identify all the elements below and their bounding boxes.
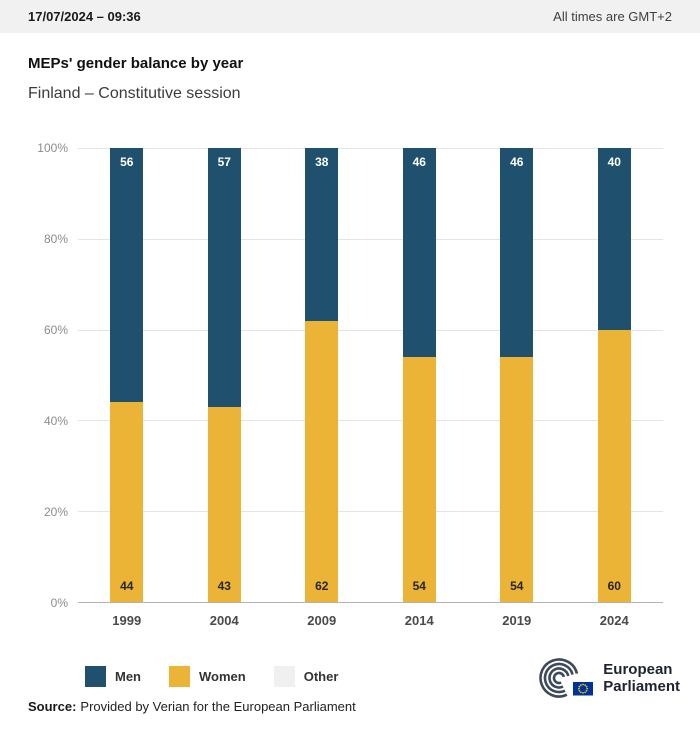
bar-2024: 40 60	[597, 148, 631, 602]
y-tick-label: 60%	[43, 323, 68, 337]
y-axis: 0% 20% 40% 60% 80% 100%	[14, 141, 68, 610]
value-label-women: 54	[412, 579, 426, 593]
value-label-women: 54	[510, 579, 524, 593]
x-tick-label-2024: 2024	[599, 613, 629, 628]
bar-segment-women: 44	[110, 402, 144, 602]
value-label-men: 40	[607, 155, 621, 170]
source-line: Source: Provided by Verian for the Europe…	[28, 699, 356, 714]
ep-logo-text: European Parliament	[603, 661, 680, 696]
chart-title: MEPs' gender balance by year	[28, 55, 244, 72]
bar-2014: 46 54	[402, 148, 436, 602]
legend-label: Women	[199, 669, 246, 684]
x-tick-label-2014: 2014	[404, 613, 434, 628]
x-tick-label-2004: 2004	[209, 613, 239, 628]
bar-1999: 56 44	[110, 148, 144, 602]
source-text: Provided by Verian for the European Parl…	[80, 699, 356, 714]
legend-item-men: Men	[85, 666, 141, 687]
bar-segment-women: 54	[402, 356, 436, 602]
bar-segment-men: 38	[305, 148, 339, 321]
ep-logo: European Parliament	[537, 656, 680, 700]
eu-flag-icon	[573, 682, 594, 696]
x-axis: 1999 2004 2009 2014 2019 2024	[78, 613, 663, 628]
y-tick-label: 100%	[37, 141, 68, 155]
legend-swatch-other	[273, 666, 295, 687]
legend-swatch-men	[85, 666, 106, 687]
datetime-label: 17/07/2024 – 09:36	[28, 9, 141, 24]
gridline	[78, 148, 663, 149]
x-tick-label-1999: 1999	[112, 613, 142, 628]
value-label-men: 57	[217, 155, 231, 170]
value-label-women: 43	[217, 579, 231, 593]
bar-segment-men: 57	[207, 148, 241, 407]
value-label-men: 38	[315, 155, 329, 170]
y-tick-label: 0%	[50, 596, 68, 610]
legend-label: Other	[303, 669, 339, 684]
ep-hemicycle-icon	[539, 658, 596, 698]
legend-item-other: Other	[273, 666, 339, 687]
bar-segment-men: 46	[500, 148, 534, 357]
legend-swatch-women	[169, 666, 190, 687]
x-tick-label-2019: 2019	[502, 613, 532, 628]
bar-2019: 46 54	[500, 148, 534, 602]
x-tick-label-2009: 2009	[307, 613, 337, 628]
ep-logo-line1: European	[603, 660, 673, 678]
top-bar: 17/07/2024 – 09:36 All times are GMT+2	[0, 0, 700, 33]
value-label-women: 44	[120, 579, 134, 593]
bar-segment-men: 40	[597, 148, 631, 330]
legend: Men Women Other	[85, 666, 338, 687]
value-label-men: 46	[412, 155, 426, 170]
value-label-women: 62	[315, 579, 329, 593]
value-label-women: 60	[607, 579, 621, 593]
y-tick-label: 40%	[43, 414, 68, 428]
source-label: Source:	[28, 699, 77, 714]
y-tick-label: 80%	[43, 232, 68, 246]
bar-segment-women: 60	[597, 329, 631, 602]
bar-segment-women: 54	[500, 356, 534, 602]
bar-2009: 38 62	[305, 148, 339, 602]
value-label-men: 56	[120, 155, 134, 170]
y-tick-label: 20%	[43, 505, 68, 519]
gridline	[78, 329, 663, 331]
gridline	[78, 420, 663, 422]
bars-container: 56 44 57 43 38 62 46 54 46 54 40 60	[78, 148, 663, 602]
ep-logo-line2: Parliament	[603, 678, 680, 695]
bar-2004: 57 43	[207, 148, 241, 602]
timezone-note: All times are GMT+2	[553, 9, 672, 24]
legend-label: Men	[115, 669, 141, 684]
legend-item-women: Women	[169, 666, 246, 687]
gridline	[78, 511, 663, 513]
gridline	[78, 238, 663, 240]
bar-segment-men: 56	[110, 148, 144, 403]
chart-subtitle: Finland – Constitutive session	[28, 85, 241, 102]
value-label-men: 46	[510, 155, 524, 170]
plot-area: 56 44 57 43 38 62 46 54 46 54 40 60	[78, 148, 663, 603]
bar-segment-women: 43	[207, 406, 241, 602]
bar-segment-women: 62	[305, 320, 339, 602]
bar-segment-men: 46	[402, 148, 436, 357]
